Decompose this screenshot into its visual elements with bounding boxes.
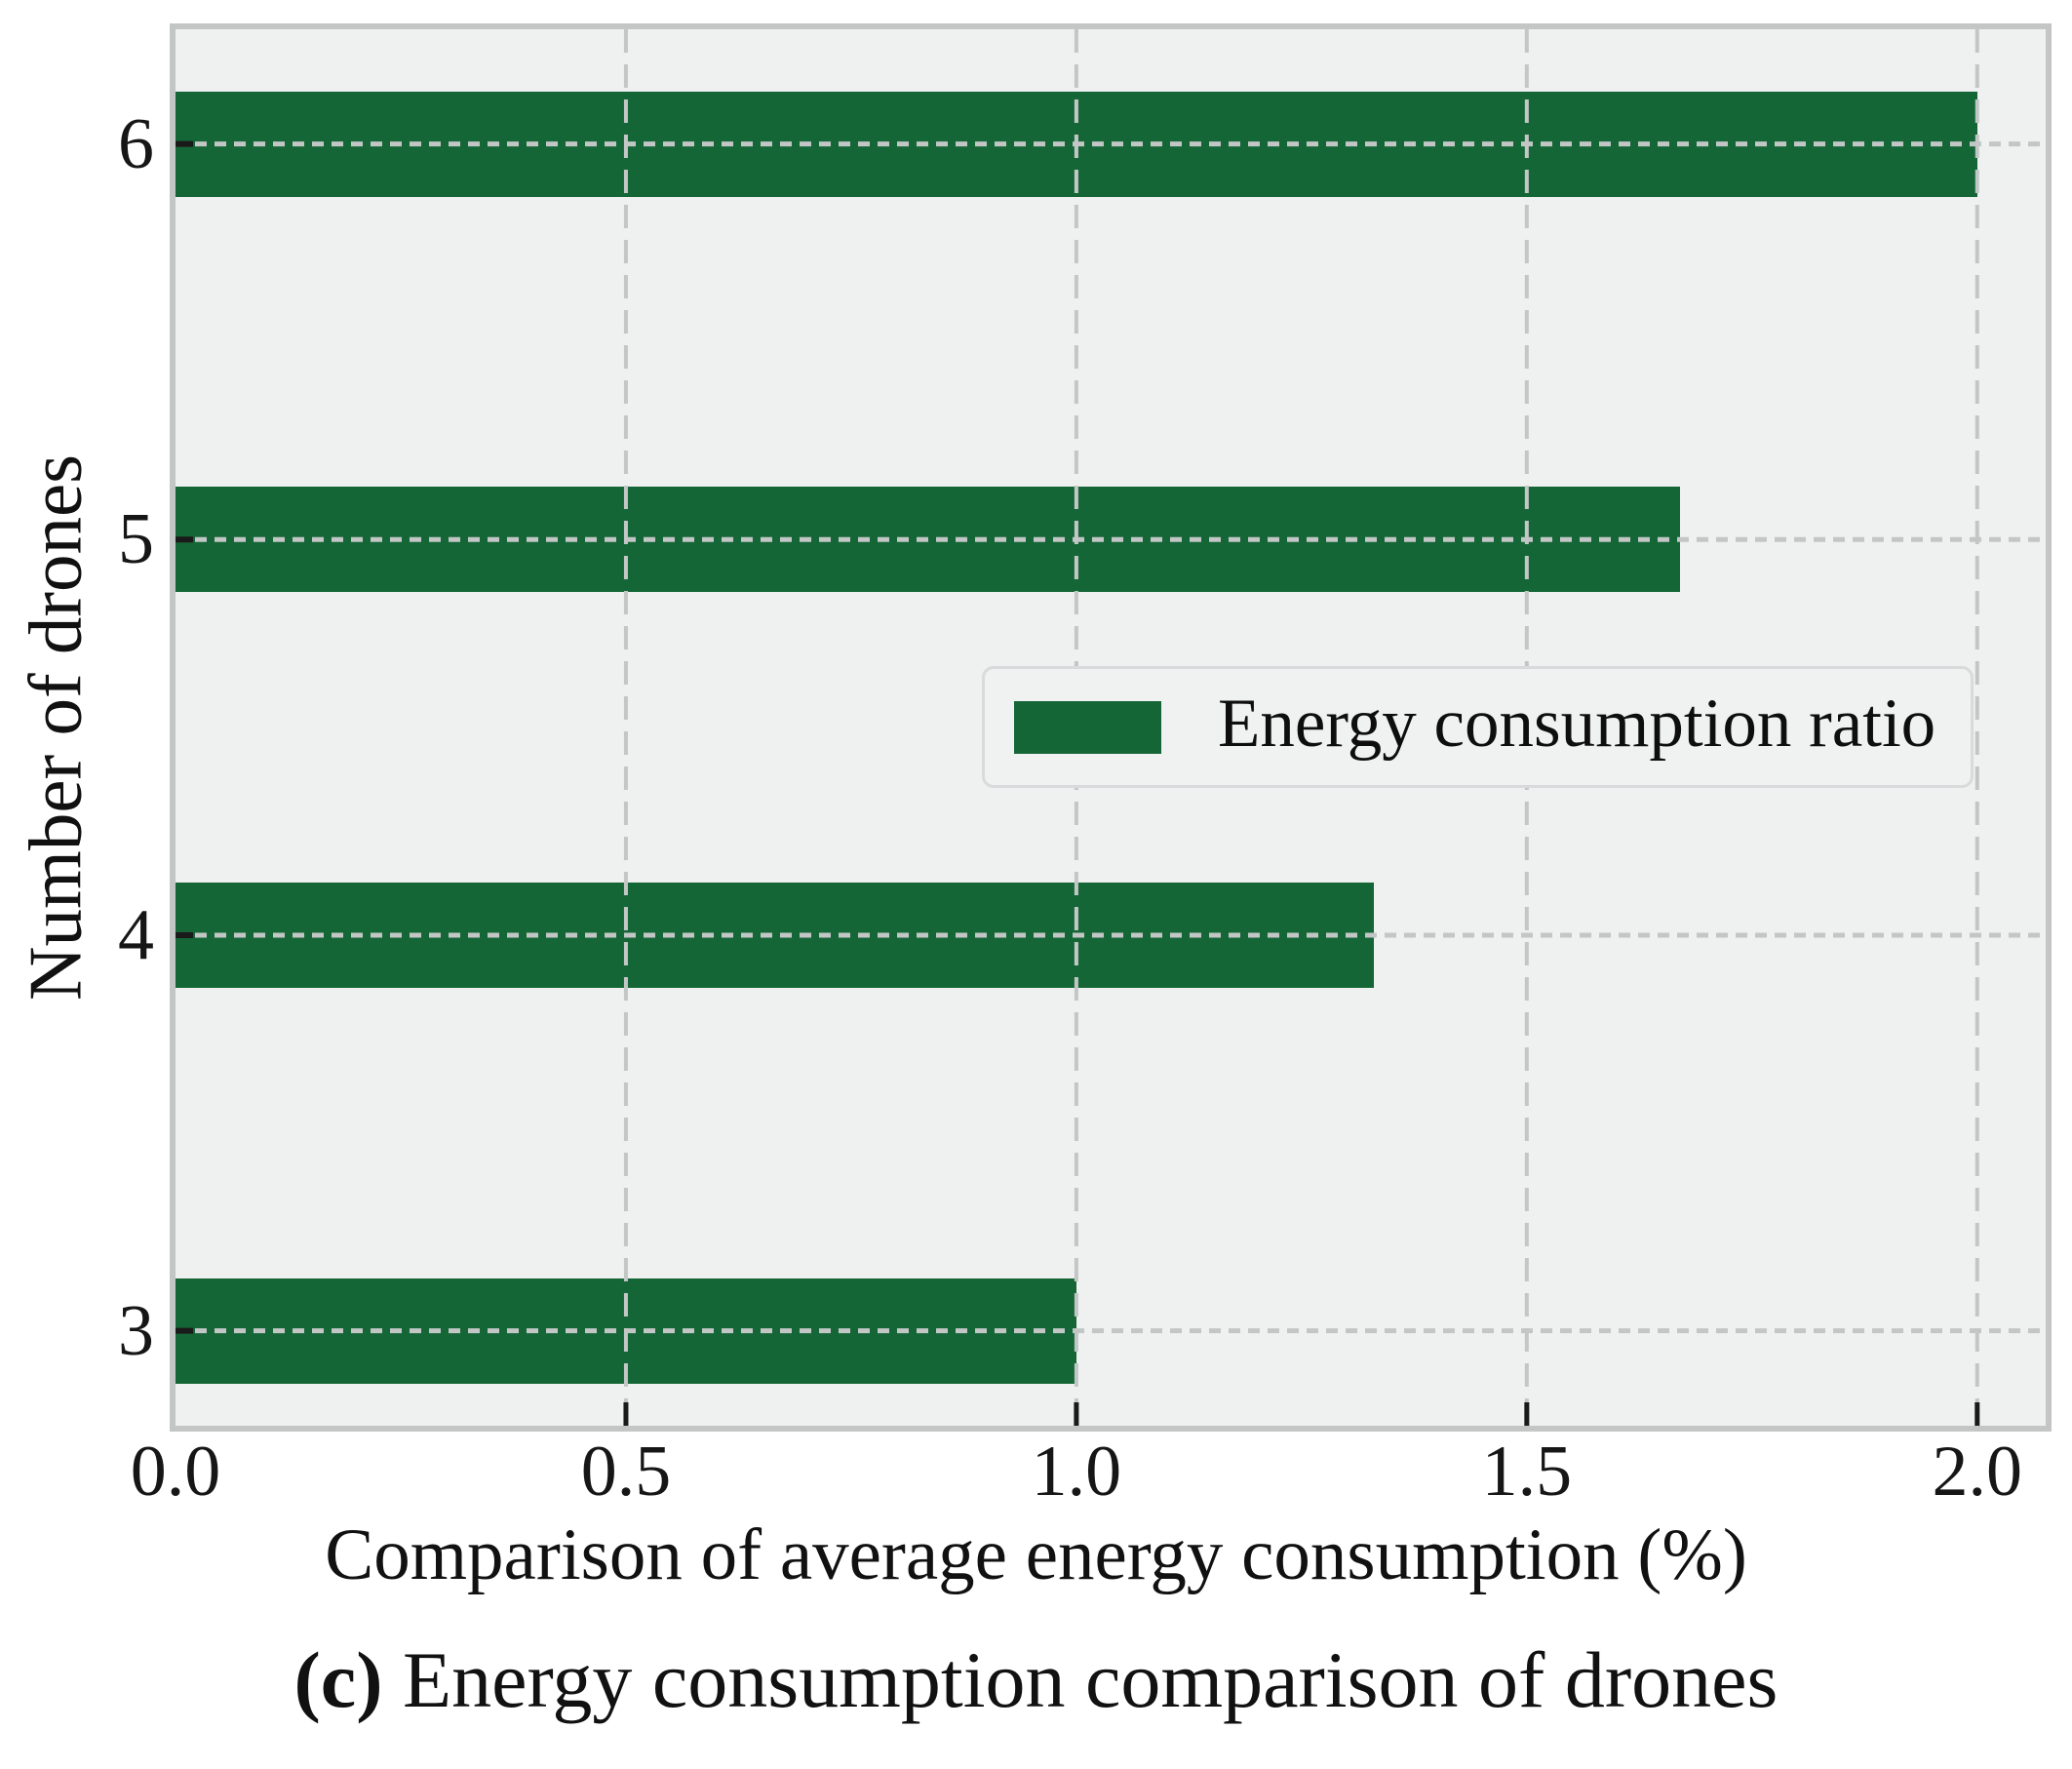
y-tick-label-4: 4 xyxy=(118,894,154,975)
plot-area: Energy consumption ratio xyxy=(170,23,2052,1432)
y-tick-label-5: 5 xyxy=(118,499,154,580)
x-tick-label-0.5: 0.5 xyxy=(580,1432,672,1512)
caption-text: Energy consumption comparison of drones xyxy=(382,1635,1779,1724)
legend: Energy consumption ratio xyxy=(982,666,1974,788)
x-tick-label-0.0: 0.0 xyxy=(130,1432,221,1512)
figure-caption: (c) Energy consumption comparison of dro… xyxy=(0,1634,2072,1726)
grid-overlay xyxy=(176,29,2046,1426)
caption-panel-letter: (c) xyxy=(293,1635,383,1724)
x-tick-label-1.5: 1.5 xyxy=(1481,1432,1573,1512)
x-axis-label: Comparison of average energy consumption… xyxy=(325,1514,1747,1595)
x-tick-label-1.0: 1.0 xyxy=(1031,1432,1122,1512)
y-tick-label-6: 6 xyxy=(118,103,154,184)
y-tick-label-3: 3 xyxy=(118,1290,154,1371)
legend-label: Energy consumption ratio xyxy=(1218,686,1936,762)
x-tick-label-2.0: 2.0 xyxy=(1932,1432,2023,1512)
legend-swatch xyxy=(1014,700,1161,754)
